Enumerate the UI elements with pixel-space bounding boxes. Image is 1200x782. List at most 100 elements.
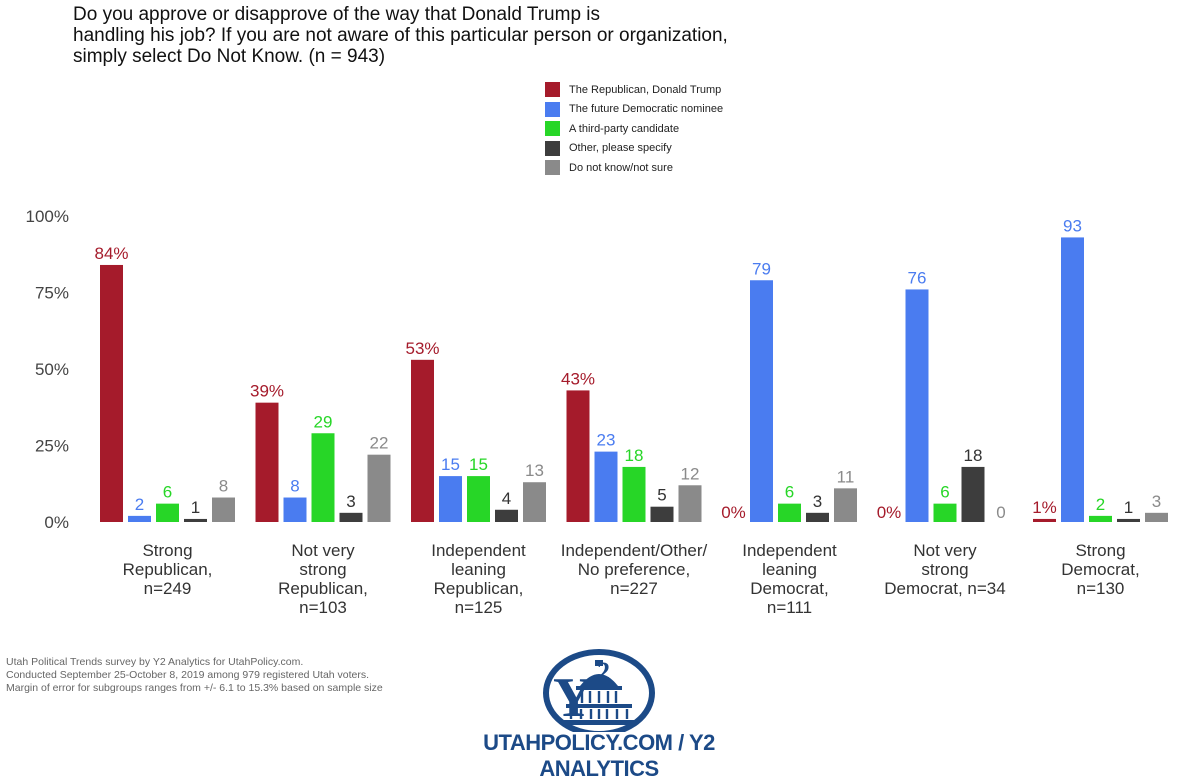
data-label: 6 — [785, 483, 794, 502]
category-label-line: n=103 — [299, 598, 347, 617]
data-label: 15 — [441, 455, 460, 474]
data-label: 6 — [163, 483, 172, 502]
data-label: 12 — [681, 464, 700, 483]
category-label-line: Strong — [1075, 541, 1125, 560]
title-line: handling his job? If you are not aware o… — [73, 25, 728, 46]
data-label: 6 — [940, 483, 949, 502]
logo-text: UTAHPOLICY.COM / Y2 ANALYTICS — [483, 730, 715, 781]
title-line: simply select Do Not Know. (n = 943) — [73, 46, 386, 67]
category-label: Strong Republican, n=249 — [123, 541, 213, 598]
data-label: 8 — [219, 477, 228, 496]
category-label-line: n=125 — [455, 598, 503, 617]
svg-text:Y: Y — [553, 667, 593, 729]
bar — [933, 503, 957, 522]
data-label: 79 — [752, 259, 771, 278]
bar — [834, 488, 857, 522]
chart-legend: The Republican, Donald Trump The future … — [545, 80, 723, 178]
category-label: Independent leaning Democrat, n=111 — [742, 541, 837, 617]
data-label: 3 — [1152, 492, 1161, 511]
category-label-line: strong — [299, 560, 346, 579]
category-label-line: n=130 — [1077, 579, 1125, 598]
bar — [100, 264, 123, 522]
category-label: Independent leaning Republican, n=125 — [431, 541, 526, 617]
bar — [650, 506, 674, 522]
bar — [750, 280, 773, 522]
data-label: 23 — [597, 431, 616, 450]
data-label: 1 — [191, 498, 200, 517]
data-label: 4 — [502, 489, 511, 508]
bar — [1061, 237, 1084, 523]
legend-swatch-dont-know — [545, 160, 560, 176]
category-label-line: Republican, — [278, 579, 368, 598]
category-label-line: No preference, — [578, 560, 690, 579]
category-label-line: Republican, — [434, 579, 524, 598]
data-label: 18 — [964, 446, 983, 465]
category-label-line: n=111 — [767, 598, 812, 617]
legend-item: Other, please specify — [545, 139, 723, 159]
bar — [961, 466, 985, 522]
bar — [905, 289, 929, 522]
y-tick-label: 50% — [35, 360, 69, 379]
bar — [1033, 518, 1056, 522]
bar — [495, 509, 518, 522]
bar — [156, 503, 179, 522]
legend-item: Do not know/not sure — [545, 158, 723, 178]
data-label: 53% — [405, 339, 439, 358]
legend-item: The future Democratic nominee — [545, 100, 723, 120]
data-label: 76 — [908, 268, 927, 287]
legend-swatch-other — [545, 140, 560, 156]
data-label: 15 — [469, 455, 488, 474]
bar — [566, 390, 590, 522]
category-label-line: leaning — [451, 560, 506, 579]
data-label: 3 — [346, 492, 355, 511]
svg-text:2: 2 — [597, 657, 610, 686]
category-label: Independent/Other/No preference, n=227 — [561, 541, 708, 598]
bar — [439, 476, 462, 522]
utahpolicy-logo: Y 2 UTAHPOLICY.COM / Y2 ANALYTICS — [449, 646, 749, 781]
bar — [339, 512, 363, 522]
data-label: 43% — [561, 369, 595, 388]
legend-swatch-republican — [545, 82, 560, 98]
bar — [594, 451, 618, 522]
legend-swatch-democrat — [545, 101, 560, 117]
chart-title: Do you approve or disapprove of the way … — [73, 4, 833, 67]
bar — [1117, 518, 1140, 522]
bar — [806, 512, 829, 522]
data-label: 3 — [813, 492, 822, 511]
bar — [411, 359, 434, 522]
bar — [1089, 515, 1112, 522]
bar — [184, 518, 207, 522]
data-label: 0% — [877, 503, 902, 522]
footnote-line: Utah Political Trends survey by Y2 Analy… — [6, 656, 304, 668]
legend-item: A third-party candidate — [545, 119, 723, 139]
y-tick-label: 75% — [35, 284, 69, 303]
legend-swatch-third-party — [545, 121, 560, 137]
category-label-line: strong — [921, 560, 968, 579]
data-label: 13 — [525, 461, 544, 480]
category-label-line: Independent/Other/ — [561, 541, 708, 560]
category-label-line: n=249 — [144, 579, 192, 598]
data-label: 29 — [314, 412, 333, 431]
bar — [467, 476, 490, 522]
data-label: 93 — [1063, 216, 1082, 235]
category-label-line: Independent — [431, 541, 526, 560]
legend-label: A third-party candidate — [569, 122, 680, 135]
title-line: Do you approve or disapprove of the way … — [73, 4, 601, 25]
data-label: 11 — [837, 467, 855, 486]
data-label: 84% — [94, 244, 128, 263]
bar — [367, 454, 391, 522]
bar — [778, 503, 801, 522]
y-tick-label: 0% — [44, 513, 69, 532]
data-label: 1 — [1124, 498, 1133, 517]
category-label-line: Democrat, n=34 — [884, 579, 1005, 598]
data-label: 18 — [625, 446, 644, 465]
category-label-line: Not very — [291, 541, 355, 560]
capitol-logo-mark: Y 2 — [543, 649, 655, 737]
y-tick-label: 100% — [26, 207, 69, 226]
data-label: 39% — [250, 382, 284, 401]
legend-item: The Republican, Donald Trump — [545, 80, 723, 100]
bar — [311, 433, 335, 522]
footnote: Utah Political Trends survey by Y2 Analy… — [6, 656, 383, 695]
bar — [212, 497, 235, 522]
